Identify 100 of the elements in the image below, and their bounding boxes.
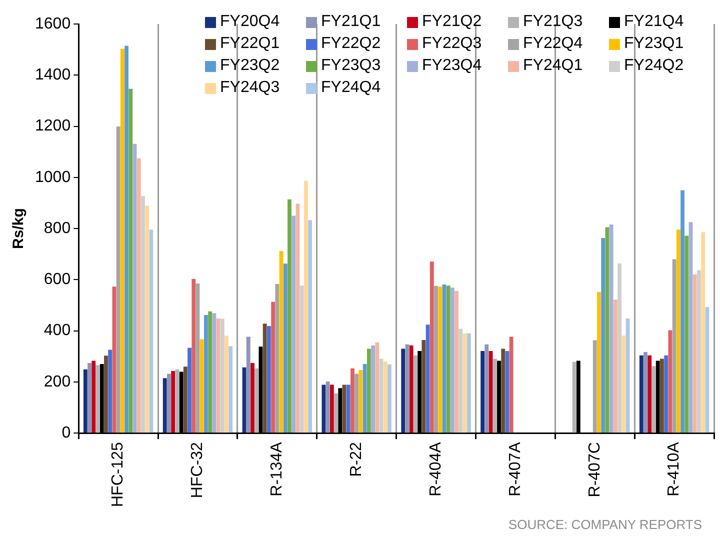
- legend-label: FY23Q2: [220, 56, 280, 76]
- bar: [334, 393, 338, 433]
- bar: [388, 364, 392, 433]
- bar: [292, 216, 296, 433]
- bar: [466, 333, 471, 433]
- bar: [609, 224, 614, 433]
- legend-label: FY22Q2: [321, 34, 381, 54]
- bar: [672, 259, 676, 433]
- legend-label: FY21Q4: [624, 12, 684, 32]
- bar: [366, 348, 371, 433]
- bar: [639, 355, 644, 433]
- bar: [196, 284, 200, 433]
- bar: [296, 204, 300, 433]
- bar: [92, 360, 96, 433]
- bar: [697, 270, 701, 433]
- bar: [684, 236, 689, 433]
- bar: [279, 251, 284, 433]
- legend-label: FY22Q1: [220, 34, 280, 54]
- bar: [454, 290, 459, 433]
- legend-label: FY24Q4: [321, 78, 381, 98]
- bar: [401, 348, 406, 433]
- bar: [680, 190, 684, 433]
- bar: [480, 351, 484, 433]
- bar: [88, 363, 92, 433]
- bar: [572, 362, 576, 433]
- y-tick-label: 800: [44, 220, 71, 237]
- legend-label: FY24Q1: [523, 56, 583, 76]
- bar: [438, 286, 442, 433]
- bar: [212, 313, 216, 433]
- bar: [426, 324, 430, 433]
- bar: [228, 346, 233, 433]
- bar: [605, 227, 610, 433]
- bar: [450, 288, 454, 433]
- bar: [422, 340, 426, 433]
- legend-label: FY24Q2: [624, 56, 684, 76]
- bar: [414, 355, 418, 433]
- legend-label: FY24Q3: [220, 78, 280, 98]
- bar: [501, 348, 506, 433]
- bar: [188, 348, 192, 433]
- bar: [266, 326, 271, 433]
- bar: [354, 374, 359, 433]
- bar: [430, 262, 434, 433]
- bar: [350, 368, 354, 433]
- bar: [664, 355, 668, 433]
- bar: [304, 180, 308, 433]
- bar: [288, 199, 292, 433]
- legend-label: FY23Q4: [422, 56, 482, 76]
- bar: [254, 368, 259, 433]
- bar: [183, 366, 188, 433]
- bar: [275, 284, 280, 433]
- bar: [96, 365, 100, 433]
- y-tick-label: 1000: [35, 168, 71, 186]
- bar: [220, 318, 224, 433]
- bar: [409, 345, 414, 433]
- bar: [132, 144, 137, 433]
- legend-label: FY21Q2: [422, 12, 482, 32]
- bar: [141, 196, 145, 433]
- x-tick-label: R-22: [348, 442, 365, 477]
- bar: [601, 238, 606, 433]
- x-tick-label: R-134A: [268, 442, 286, 496]
- legend-label: FY21Q3: [523, 12, 583, 32]
- y-tick-label: 1400: [35, 66, 71, 84]
- x-tick-label: R-404A: [427, 442, 444, 496]
- bar: [283, 264, 288, 433]
- bar: [622, 336, 626, 433]
- bar: [618, 263, 622, 433]
- bar: [108, 350, 112, 433]
- bar: [224, 336, 228, 433]
- bar: [688, 222, 693, 433]
- bar: [200, 339, 204, 433]
- legend-label: FY22Q3: [422, 34, 482, 54]
- bar: [149, 230, 154, 433]
- bar: [383, 362, 388, 433]
- y-tick-label: 1600: [35, 15, 71, 32]
- bar: [322, 384, 326, 433]
- y-axis-title: Rs/kg: [10, 208, 28, 249]
- bar: [458, 328, 463, 433]
- bar: [330, 384, 334, 433]
- bar: [112, 286, 116, 433]
- bar: [104, 356, 108, 433]
- bar: [442, 284, 446, 433]
- bar: [326, 381, 330, 433]
- bar: [262, 324, 267, 433]
- bar: [652, 366, 656, 433]
- bar: [136, 158, 141, 433]
- y-tick-label: 200: [44, 373, 71, 390]
- bar: [192, 278, 196, 433]
- bar: [379, 358, 384, 433]
- bar: [434, 286, 438, 433]
- bar: [167, 374, 171, 433]
- bar: [204, 314, 208, 433]
- bar: [128, 88, 133, 433]
- bar: [446, 286, 450, 433]
- bar: [648, 355, 652, 433]
- x-tick-label: R-410A: [666, 442, 683, 496]
- bar: [375, 342, 380, 433]
- bar: [362, 364, 367, 433]
- bar: [705, 307, 710, 433]
- bar: [171, 370, 176, 433]
- x-tick-label: R-407C: [586, 442, 604, 498]
